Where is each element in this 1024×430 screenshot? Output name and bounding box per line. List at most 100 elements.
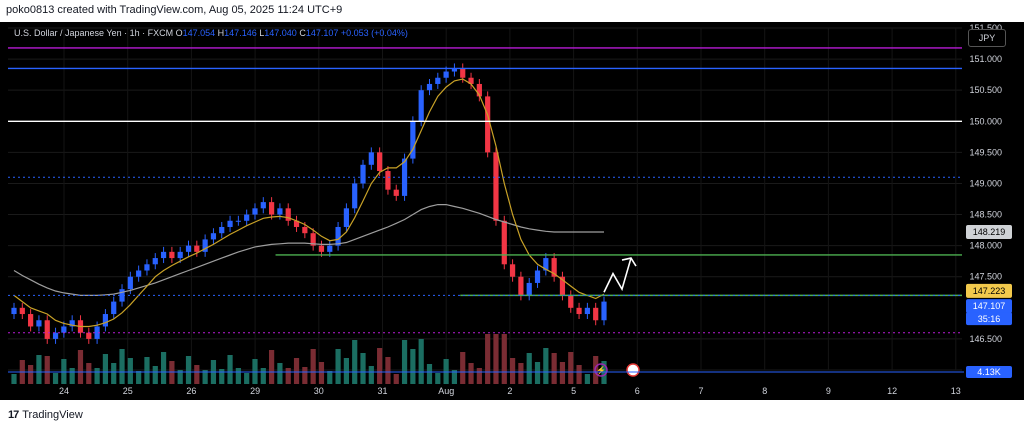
x-tick-label: 25 [123, 386, 133, 396]
us-flag-event-icon [626, 363, 640, 377]
volume-bar [302, 367, 308, 384]
volume-bar [377, 348, 383, 384]
top-bar: poko0813 created with TradingView.com, A… [0, 0, 1024, 22]
candle-body [493, 152, 499, 221]
ma-fast-line [13, 78, 605, 328]
close-label: C [299, 28, 306, 38]
volume-bar [285, 368, 291, 384]
candle-body [86, 332, 92, 339]
candle-body [169, 251, 175, 259]
volume-bar [451, 370, 458, 384]
low-label: L [259, 28, 265, 38]
volume-bar [559, 362, 566, 384]
volume-bar [426, 364, 433, 384]
volume-bar [235, 368, 241, 384]
candle-body [61, 326, 67, 333]
volume-bar [335, 349, 341, 384]
candle-body [343, 208, 349, 227]
volume-bar [28, 365, 34, 384]
volume-bar [393, 374, 399, 384]
x-tick-label: Aug [438, 386, 454, 396]
candle-body [518, 276, 524, 296]
x-tick-label: 5 [571, 386, 576, 396]
volume-bar [360, 353, 366, 384]
candle-body [476, 83, 482, 97]
volume-bar [36, 355, 42, 384]
lightning-glyph: ⚡ [596, 365, 606, 375]
candle-body [443, 71, 449, 78]
volume-bar [52, 373, 59, 384]
candle-body [435, 77, 441, 84]
candle-body [368, 152, 374, 165]
symbol-legend: U.S. Dollar / Japanese Yen · 1h · FXCM O… [14, 28, 408, 38]
candle-body [509, 264, 516, 277]
volume-bar [244, 373, 250, 384]
candle-body [102, 314, 109, 327]
candle-body [94, 326, 100, 339]
price-chart[interactable]: 151.500 151.000 150.500 150.000 149.500 149.0… [0, 22, 1024, 400]
chart-credit: poko0813 created with TradingView.com, A… [6, 4, 343, 16]
candle-body [543, 258, 549, 271]
candle-body [194, 245, 200, 252]
volume-bar [327, 371, 333, 384]
candle-body [127, 276, 133, 290]
volume-bar [493, 334, 499, 384]
candle-body [19, 307, 25, 315]
candle-body [426, 83, 433, 91]
x-tick-label: 9 [826, 386, 831, 396]
volume-bar [368, 366, 374, 384]
volume-bar [136, 371, 142, 384]
open-label: O [175, 28, 183, 38]
volume-bar [111, 363, 117, 384]
candle-body [302, 226, 308, 234]
x-tick-label: 31 [377, 386, 387, 396]
volume-bar [86, 363, 92, 384]
candle-body [210, 233, 217, 240]
candle-body [584, 307, 590, 315]
candle-body [28, 314, 34, 327]
volume-bar [460, 352, 466, 384]
candle-body [235, 220, 241, 222]
candle-body [177, 251, 183, 259]
candle-body [352, 183, 358, 209]
countdown-tag: 35:16 [978, 314, 1001, 324]
candle-body [260, 202, 266, 209]
forecast-arrowhead [621, 257, 637, 267]
candle-body [277, 208, 283, 215]
candle-body [501, 220, 507, 265]
volume-bar [509, 358, 516, 384]
low-value: 147.040 [264, 28, 297, 38]
candle-body [244, 214, 250, 221]
y-tick-label: 146.500 [969, 334, 1002, 344]
tradingview-brand: TradingView [22, 409, 83, 421]
volume-bar [468, 363, 474, 384]
lightning-event-icon [594, 363, 608, 377]
volume-bar [44, 356, 50, 384]
candle-body [418, 90, 424, 122]
candle-body [327, 245, 333, 252]
volume-bar [293, 358, 300, 384]
ma-slow-line [13, 204, 604, 296]
candle-body [144, 264, 150, 271]
x-tick-label: 2 [507, 386, 512, 396]
close-value: 147.107 [305, 28, 339, 38]
bottom-bar: 17 TradingView [0, 400, 1024, 430]
candle-body [269, 202, 275, 215]
candle-body [318, 245, 325, 252]
volume-bar [127, 358, 133, 384]
candle-body [526, 282, 532, 296]
y-tick-label: 150.000 [969, 116, 1002, 126]
candle-body [559, 276, 566, 296]
volume-bar [576, 365, 582, 384]
candle-body [377, 152, 383, 172]
last-price-tag: 147.107 [973, 301, 1006, 311]
y-tick-label: 147.500 [969, 272, 1002, 282]
y-tick-label: 148.000 [969, 241, 1002, 251]
candle-body [410, 121, 416, 159]
candle-body [335, 226, 341, 246]
last-price-tag-bg [966, 299, 1012, 314]
currency-button[interactable]: JPY [968, 29, 1006, 47]
volume-bar [485, 334, 491, 384]
tradingview-logo[interactable]: 17 TradingView [8, 409, 83, 421]
x-tick-label: 24 [59, 386, 69, 396]
